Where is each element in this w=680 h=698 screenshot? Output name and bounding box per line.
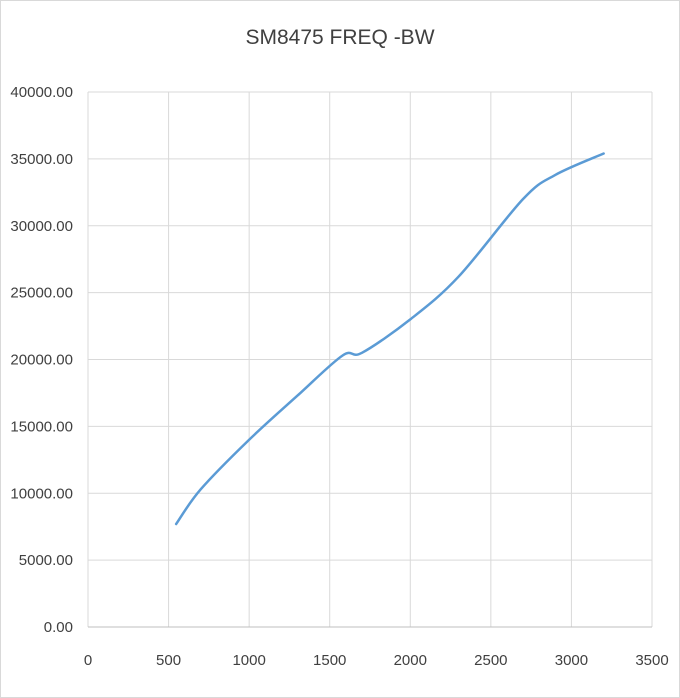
x-tick-label: 500 — [156, 652, 181, 669]
x-tick-label: 0 — [84, 652, 92, 669]
x-tick-label: 2000 — [394, 652, 427, 669]
x-tick-label: 1500 — [313, 652, 346, 669]
y-tick-label: 20000.00 — [10, 352, 73, 369]
x-tick-labels: 0 500 1000 1500 2000 2500 3000 3500 — [84, 652, 669, 669]
x-tick-label: 1000 — [232, 652, 265, 669]
y-tick-label: 15000.00 — [10, 418, 73, 435]
horizontal-gridlines — [88, 91, 652, 628]
y-tick-label: 25000.00 — [10, 285, 73, 302]
y-tick-label: 30000.00 — [10, 218, 73, 235]
x-tick-label: 3000 — [555, 652, 588, 669]
series-line — [174, 152, 605, 526]
y-tick-label: 35000.00 — [10, 151, 73, 168]
y-tick-labels: 0.00 5000.00 10000.00 15000.00 20000.00 25000… — [10, 84, 73, 636]
x-tick-label: 3500 — [635, 652, 668, 669]
y-tick-label: 10000.00 — [10, 485, 73, 502]
x-tick-label: 2500 — [474, 652, 507, 669]
y-tick-label: 40000.00 — [10, 84, 73, 101]
y-tick-label: 0.00 — [44, 619, 73, 636]
series-layer — [174, 152, 605, 526]
y-tick-label: 5000.00 — [19, 552, 73, 569]
chart-title: SM8475 FREQ -BW — [245, 26, 435, 49]
